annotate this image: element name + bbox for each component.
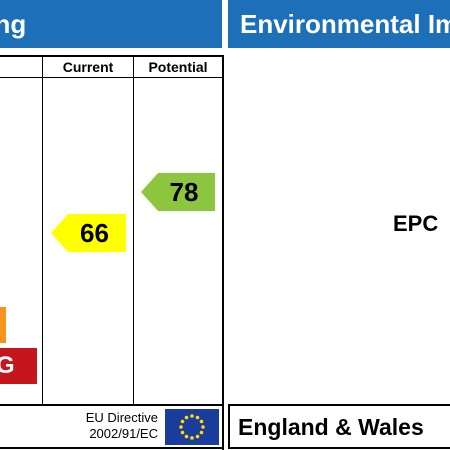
current-rating-arrow-shape [51,214,126,252]
epc-label: EPC [393,211,439,236]
eu-directive-line1: EU Directive [85,410,158,425]
environmental-impact-header: Environmental Impact (CO2) Rating [228,0,450,48]
table-right-border [222,55,224,450]
potential-rating-arrow-shape [141,173,215,211]
right-footer-top-border [228,404,450,406]
band-g-bar: G [0,348,37,384]
current-column-header: Current [62,59,114,75]
eu-flag-icon [165,409,219,445]
england-wales-label: England & Wales [238,414,424,440]
right-footer-left-border [228,404,230,449]
column-divider-left [42,55,43,405]
eu-stars-icon [179,414,205,440]
current-rating-arrow: 66 [51,214,126,252]
column-header-divider [0,77,223,78]
eu-directive-text: EU Directive 2002/91/EC [60,410,158,442]
energy-efficiency-title: Energy Efficiency Rating [0,9,27,39]
environmental-impact-title: Environmental Impact (CO2) Rating [240,9,450,39]
potential-column-header: Potential [148,59,208,75]
band-g-letter: G [0,352,15,379]
potential-rating-value: 78 [169,176,199,207]
band-f-bar [0,307,6,343]
table-top-border [0,55,223,57]
column-divider-middle [133,55,134,405]
table-footer-divider [0,404,224,406]
table-bottom-border [0,447,224,449]
potential-rating-arrow: 78 [141,173,215,211]
right-footer-bottom-border [228,447,450,449]
energy-efficiency-header: Energy Efficiency Rating [0,0,222,48]
current-rating-value: 66 [80,217,109,248]
eu-directive-line2: 2002/91/EC [89,426,158,441]
